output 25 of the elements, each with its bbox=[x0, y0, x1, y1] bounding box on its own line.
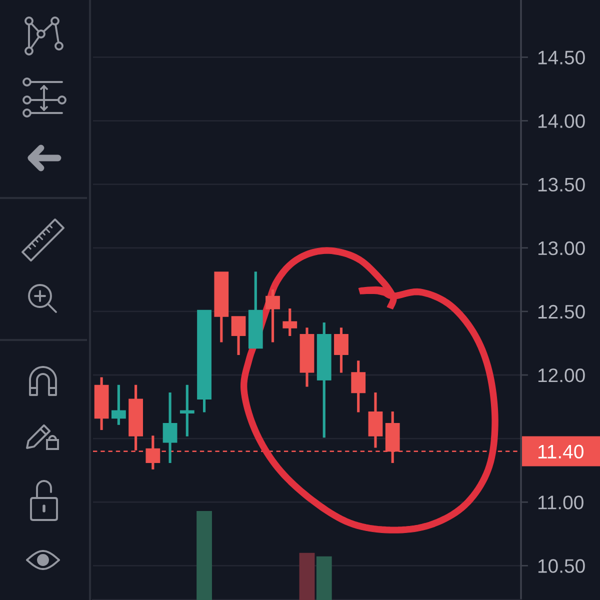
candlestick bbox=[180, 384, 194, 436]
candlestick bbox=[248, 272, 263, 349]
y-tick-label: 13.50 bbox=[538, 178, 585, 192]
y-tick-label: 12.00 bbox=[538, 368, 585, 382]
y-tick-label: 11.00 bbox=[538, 496, 584, 510]
candlestick bbox=[334, 328, 348, 373]
y-tick-label: 12.50 bbox=[538, 304, 585, 319]
candlestick bbox=[162, 392, 178, 464]
candlestick bbox=[111, 384, 126, 425]
candlestick bbox=[214, 272, 229, 342]
candlestick bbox=[266, 289, 280, 342]
y-tick-label: 10.50 bbox=[538, 559, 585, 573]
candlestick bbox=[94, 377, 109, 430]
candlestick bbox=[368, 392, 383, 448]
y-tick-label: 14.00 bbox=[538, 114, 585, 128]
y-tick-label: 14.50 bbox=[538, 50, 585, 64]
y-tick-label: 13.00 bbox=[538, 241, 585, 256]
candlestick bbox=[300, 328, 314, 387]
candlestick bbox=[146, 436, 160, 470]
candlestick bbox=[316, 322, 332, 438]
candlestick bbox=[231, 316, 246, 356]
candlestick bbox=[351, 360, 366, 412]
ref-line-label: 11.40 bbox=[538, 444, 584, 459]
candlestick bbox=[282, 308, 298, 336]
candlestick bbox=[197, 310, 212, 412]
